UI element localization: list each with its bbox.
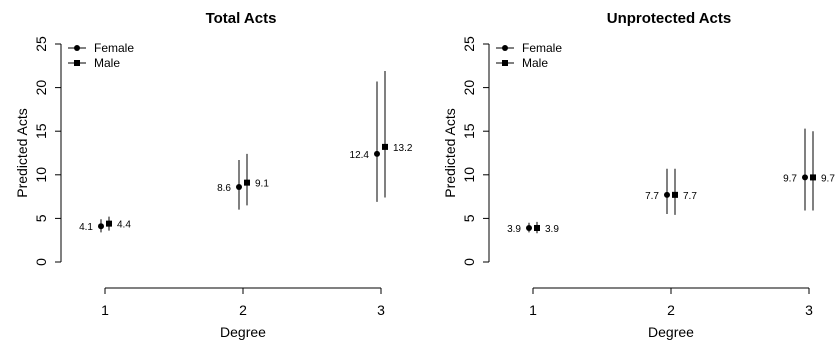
data-label: 3.9 [507, 224, 521, 235]
y-tick-label: 20 [33, 80, 49, 96]
x-axis-label: Degree [220, 324, 266, 340]
legend-label: Male [522, 56, 548, 70]
x-tick-label: 1 [101, 302, 109, 318]
y-tick-label: 15 [33, 123, 49, 139]
data-label: 4.1 [79, 222, 93, 233]
legend-marker-female [502, 45, 508, 51]
x-tick-label: 1 [529, 302, 537, 318]
y-tick-label: 5 [33, 214, 49, 222]
data-point-female [374, 150, 380, 157]
y-tick-label: 0 [33, 258, 49, 266]
data-label: 8.6 [217, 183, 231, 194]
data-point-female [98, 223, 104, 230]
y-tick-label: 0 [461, 258, 477, 266]
data-label: 13.2 [393, 143, 413, 154]
y-tick-label: 15 [461, 123, 477, 139]
data-label: 4.4 [117, 220, 131, 231]
data-point-female [802, 174, 808, 181]
data-point-male [382, 143, 388, 150]
data-label: 3.9 [545, 224, 559, 235]
data-point-male [244, 179, 250, 186]
data-label: 7.7 [683, 191, 697, 202]
y-axis-label: Predicted Acts [442, 108, 458, 198]
y-tick-label: 20 [461, 80, 477, 96]
y-tick-label: 25 [461, 36, 477, 52]
data-point-male [672, 191, 678, 198]
y-tick-label: 10 [461, 167, 477, 183]
x-tick-label: 3 [377, 302, 385, 318]
y-tick-label: 10 [33, 167, 49, 183]
legend-label: Female [94, 41, 134, 55]
legend-label: Female [522, 41, 562, 55]
chart-title: Unprotected Acts [607, 10, 731, 27]
y-axis-label: Predicted Acts [14, 108, 30, 198]
data-point-male [534, 224, 540, 231]
chart-title: Total Acts [206, 10, 277, 27]
data-point-male [106, 220, 112, 227]
panel-unprotected-acts: Unprotected Acts 0 5 10 15 20 25 Predicted Acts… [442, 10, 835, 340]
x-tick-label: 2 [667, 302, 675, 318]
data-label: 9.1 [255, 179, 269, 190]
panel-total-acts: Total Acts 0 5 10 15 20 25 Predicted Acts 1 2 3 Deg… [14, 10, 413, 340]
data-label: 12.4 [350, 150, 370, 161]
data-point-female [236, 184, 242, 191]
y-tick-label: 25 [33, 36, 49, 52]
data-label: 7.7 [645, 191, 659, 202]
data-label: 9.7 [821, 173, 835, 184]
x-tick-label: 3 [805, 302, 813, 318]
y-tick-label: 5 [461, 214, 477, 222]
legend-marker-male [502, 60, 508, 66]
x-axis-label: Degree [648, 324, 694, 340]
legend-marker-male [74, 60, 80, 66]
data-point-female [526, 224, 532, 231]
x-tick-label: 2 [239, 302, 247, 318]
legend-marker-female [74, 45, 80, 51]
data-label: 9.7 [783, 173, 797, 184]
legend-label: Male [94, 56, 120, 70]
data-point-male [810, 174, 816, 181]
data-point-female [664, 191, 670, 198]
